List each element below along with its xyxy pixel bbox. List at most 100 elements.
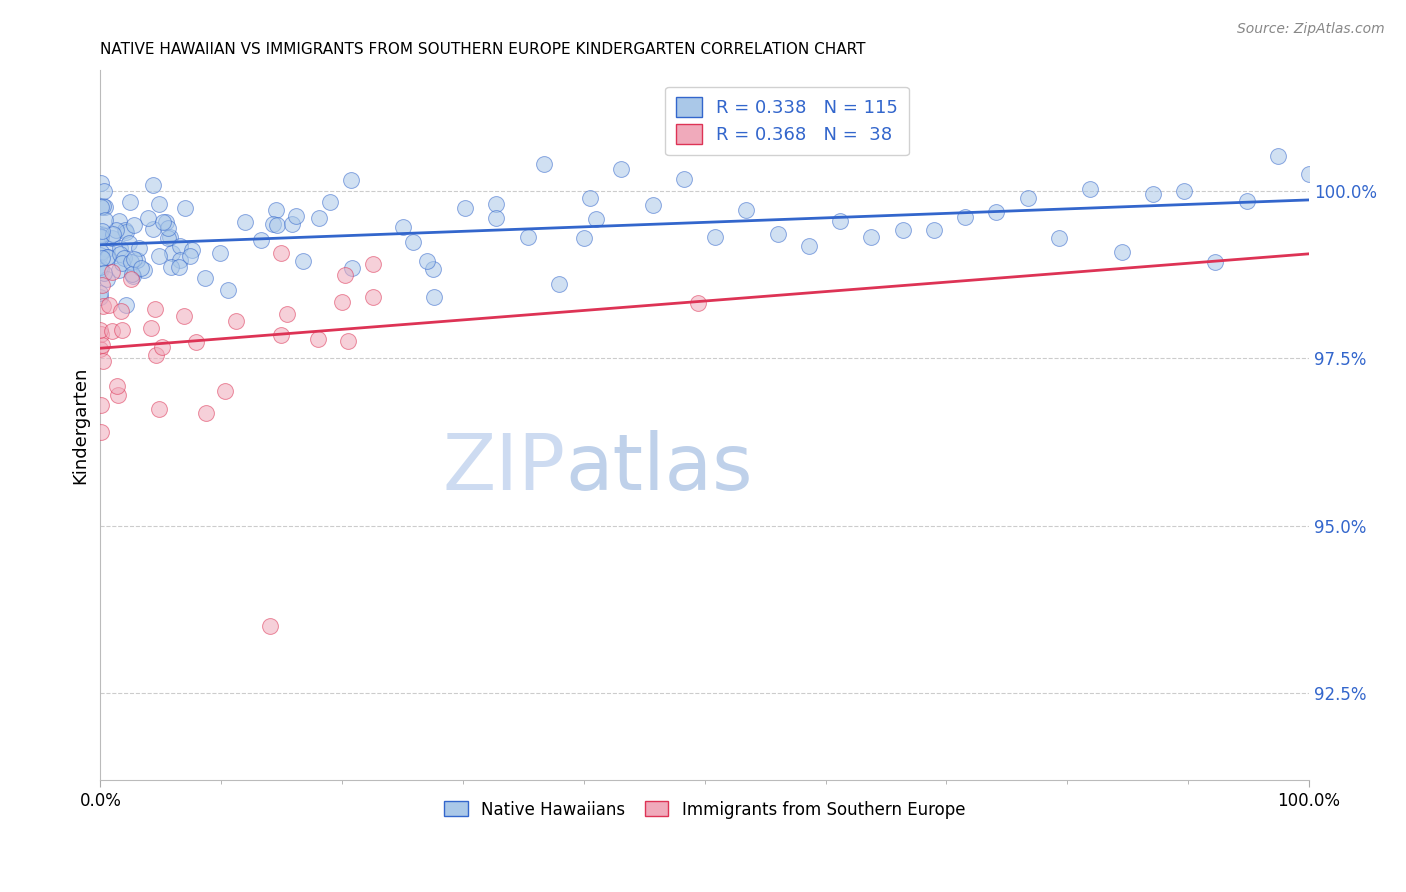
- Point: [704, 230, 727, 244]
- Point: [159, 230, 181, 244]
- Point: [454, 201, 477, 215]
- Point: [292, 254, 315, 268]
- Point: [145, 348, 167, 362]
- Point: [184, 335, 207, 350]
- Point: [986, 205, 1008, 219]
- Point: [1078, 182, 1101, 196]
- Text: Source: ZipAtlas.com: Source: ZipAtlas.com: [1237, 22, 1385, 37]
- Point: [173, 201, 195, 215]
- Point: [263, 217, 285, 231]
- Point: [1142, 186, 1164, 201]
- Point: [340, 172, 363, 186]
- Point: [89, 286, 111, 301]
- Point: [340, 261, 363, 276]
- Point: [128, 241, 150, 255]
- Point: [1267, 149, 1289, 163]
- Point: [363, 290, 385, 304]
- Point: [89, 290, 111, 304]
- Point: [90, 425, 112, 439]
- Point: [181, 243, 204, 257]
- Point: [264, 203, 287, 218]
- Point: [533, 157, 555, 171]
- Point: [115, 225, 138, 239]
- Point: [110, 256, 132, 270]
- Point: [318, 195, 340, 210]
- Point: [922, 222, 945, 236]
- Point: [120, 271, 142, 285]
- Point: [105, 223, 128, 237]
- Point: [111, 323, 134, 337]
- Y-axis label: Kindergarten: Kindergarten: [72, 367, 89, 484]
- Point: [91, 338, 114, 352]
- Point: [110, 304, 132, 318]
- Point: [194, 271, 217, 285]
- Point: [90, 245, 112, 260]
- Point: [118, 236, 141, 251]
- Point: [101, 324, 124, 338]
- Point: [953, 211, 976, 225]
- Point: [516, 229, 538, 244]
- Point: [270, 328, 292, 343]
- Point: [150, 340, 173, 354]
- Point: [132, 262, 155, 277]
- Point: [330, 295, 353, 310]
- Point: [233, 215, 256, 229]
- Point: [688, 296, 710, 310]
- Point: [90, 251, 112, 265]
- Point: [93, 200, 115, 214]
- Point: [1236, 194, 1258, 208]
- Legend: Native Hawaiians, Immigrants from Southern Europe: Native Hawaiians, Immigrants from Southe…: [437, 794, 972, 825]
- Point: [167, 260, 190, 275]
- Point: [585, 212, 607, 227]
- Text: NATIVE HAWAIIAN VS IMMIGRANTS FROM SOUTHERN EUROPE KINDERGARTEN CORRELATION CHAR: NATIVE HAWAIIAN VS IMMIGRANTS FROM SOUTH…: [100, 42, 866, 57]
- Point: [121, 268, 143, 282]
- Point: [422, 262, 444, 277]
- Point: [485, 211, 508, 225]
- Point: [89, 343, 111, 357]
- Point: [129, 260, 152, 275]
- Point: [98, 298, 121, 312]
- Point: [97, 250, 120, 264]
- Point: [169, 252, 191, 267]
- Point: [250, 233, 273, 247]
- Point: [173, 310, 195, 324]
- Point: [108, 263, 131, 277]
- Point: [485, 196, 508, 211]
- Point: [735, 203, 758, 218]
- Point: [148, 402, 170, 417]
- Point: [280, 217, 302, 231]
- Point: [547, 277, 569, 291]
- Point: [90, 278, 112, 293]
- Point: [91, 299, 114, 313]
- Point: [308, 211, 330, 225]
- Point: [672, 171, 695, 186]
- Point: [96, 250, 118, 264]
- Point: [361, 256, 384, 270]
- Point: [208, 246, 231, 260]
- Point: [108, 214, 131, 228]
- Point: [89, 260, 111, 274]
- Point: [101, 265, 124, 279]
- Point: [225, 314, 247, 328]
- Point: [93, 267, 115, 281]
- Point: [96, 272, 118, 286]
- Point: [124, 252, 146, 267]
- Point: [1204, 255, 1226, 269]
- Point: [766, 227, 789, 241]
- Point: [194, 406, 217, 420]
- Point: [118, 194, 141, 209]
- Text: atlas: atlas: [565, 430, 754, 506]
- Point: [579, 191, 602, 205]
- Point: [107, 379, 129, 393]
- Point: [143, 301, 166, 316]
- Point: [141, 321, 163, 335]
- Point: [641, 198, 664, 212]
- Point: [90, 176, 112, 190]
- Point: [96, 242, 118, 256]
- Point: [162, 245, 184, 260]
- Point: [179, 249, 201, 263]
- Point: [423, 290, 446, 304]
- Point: [285, 209, 308, 223]
- Point: [270, 246, 292, 260]
- Point: [157, 221, 180, 235]
